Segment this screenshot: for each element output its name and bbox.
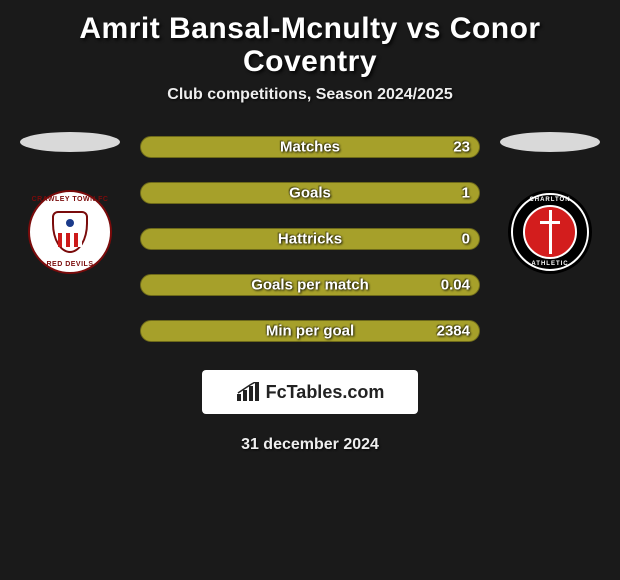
right-shadow-ellipse — [500, 132, 600, 152]
left-shadow-ellipse — [20, 132, 120, 152]
right-club-crest: CHARLTON ATHLETIC — [508, 190, 592, 274]
branding-text: FcTables.com — [266, 382, 385, 403]
stats-list: Matches 23 Goals 1 Hattricks 0 Goals per match… — [140, 132, 480, 342]
stat-label: Goals per match — [251, 277, 369, 294]
stat-row: Hattricks 0 — [140, 228, 480, 250]
date-text: 31 december 2024 — [0, 436, 620, 454]
page-title: Amrit Bansal-Mcnulty vs Conor Coventry — [0, 8, 620, 86]
stat-value-right: 2384 — [437, 323, 470, 340]
sword-icon — [549, 210, 552, 254]
stat-label: Hattricks — [278, 231, 342, 248]
stat-label: Goals — [289, 185, 331, 202]
stat-value-right: 23 — [453, 139, 470, 156]
crest-right-top-text: CHARLTON — [513, 197, 587, 203]
stat-row: Matches 23 — [140, 136, 480, 158]
bar-chart-icon — [236, 382, 260, 402]
stat-row: Goals 1 — [140, 182, 480, 204]
crest-left-top-text: CRAWLEY TOWN FC — [30, 196, 110, 203]
subtitle: Club competitions, Season 2024/2025 — [0, 86, 620, 104]
stat-value-right: 0 — [462, 231, 470, 248]
stat-label: Min per goal — [266, 323, 354, 340]
left-club-crest: CRAWLEY TOWN FC RED DEVILS — [28, 190, 112, 274]
stat-row: Min per goal 2384 — [140, 320, 480, 342]
crest-right-bottom-text: ATHLETIC — [513, 261, 587, 267]
crest-left-bottom-text: RED DEVILS — [30, 261, 110, 268]
left-player-col: CRAWLEY TOWN FC RED DEVILS — [20, 132, 120, 274]
right-player-col: CHARLTON ATHLETIC — [500, 132, 600, 274]
branding-badge: FcTables.com — [202, 370, 418, 414]
stat-value-right: 0.04 — [441, 277, 470, 294]
comparison-main: CRAWLEY TOWN FC RED DEVILS Matches 23 Goal… — [0, 132, 620, 342]
crest-left-shield-icon — [52, 211, 88, 253]
stat-value-right: 1 — [462, 185, 470, 202]
stat-row: Goals per match 0.04 — [140, 274, 480, 296]
stat-label: Matches — [280, 139, 340, 156]
